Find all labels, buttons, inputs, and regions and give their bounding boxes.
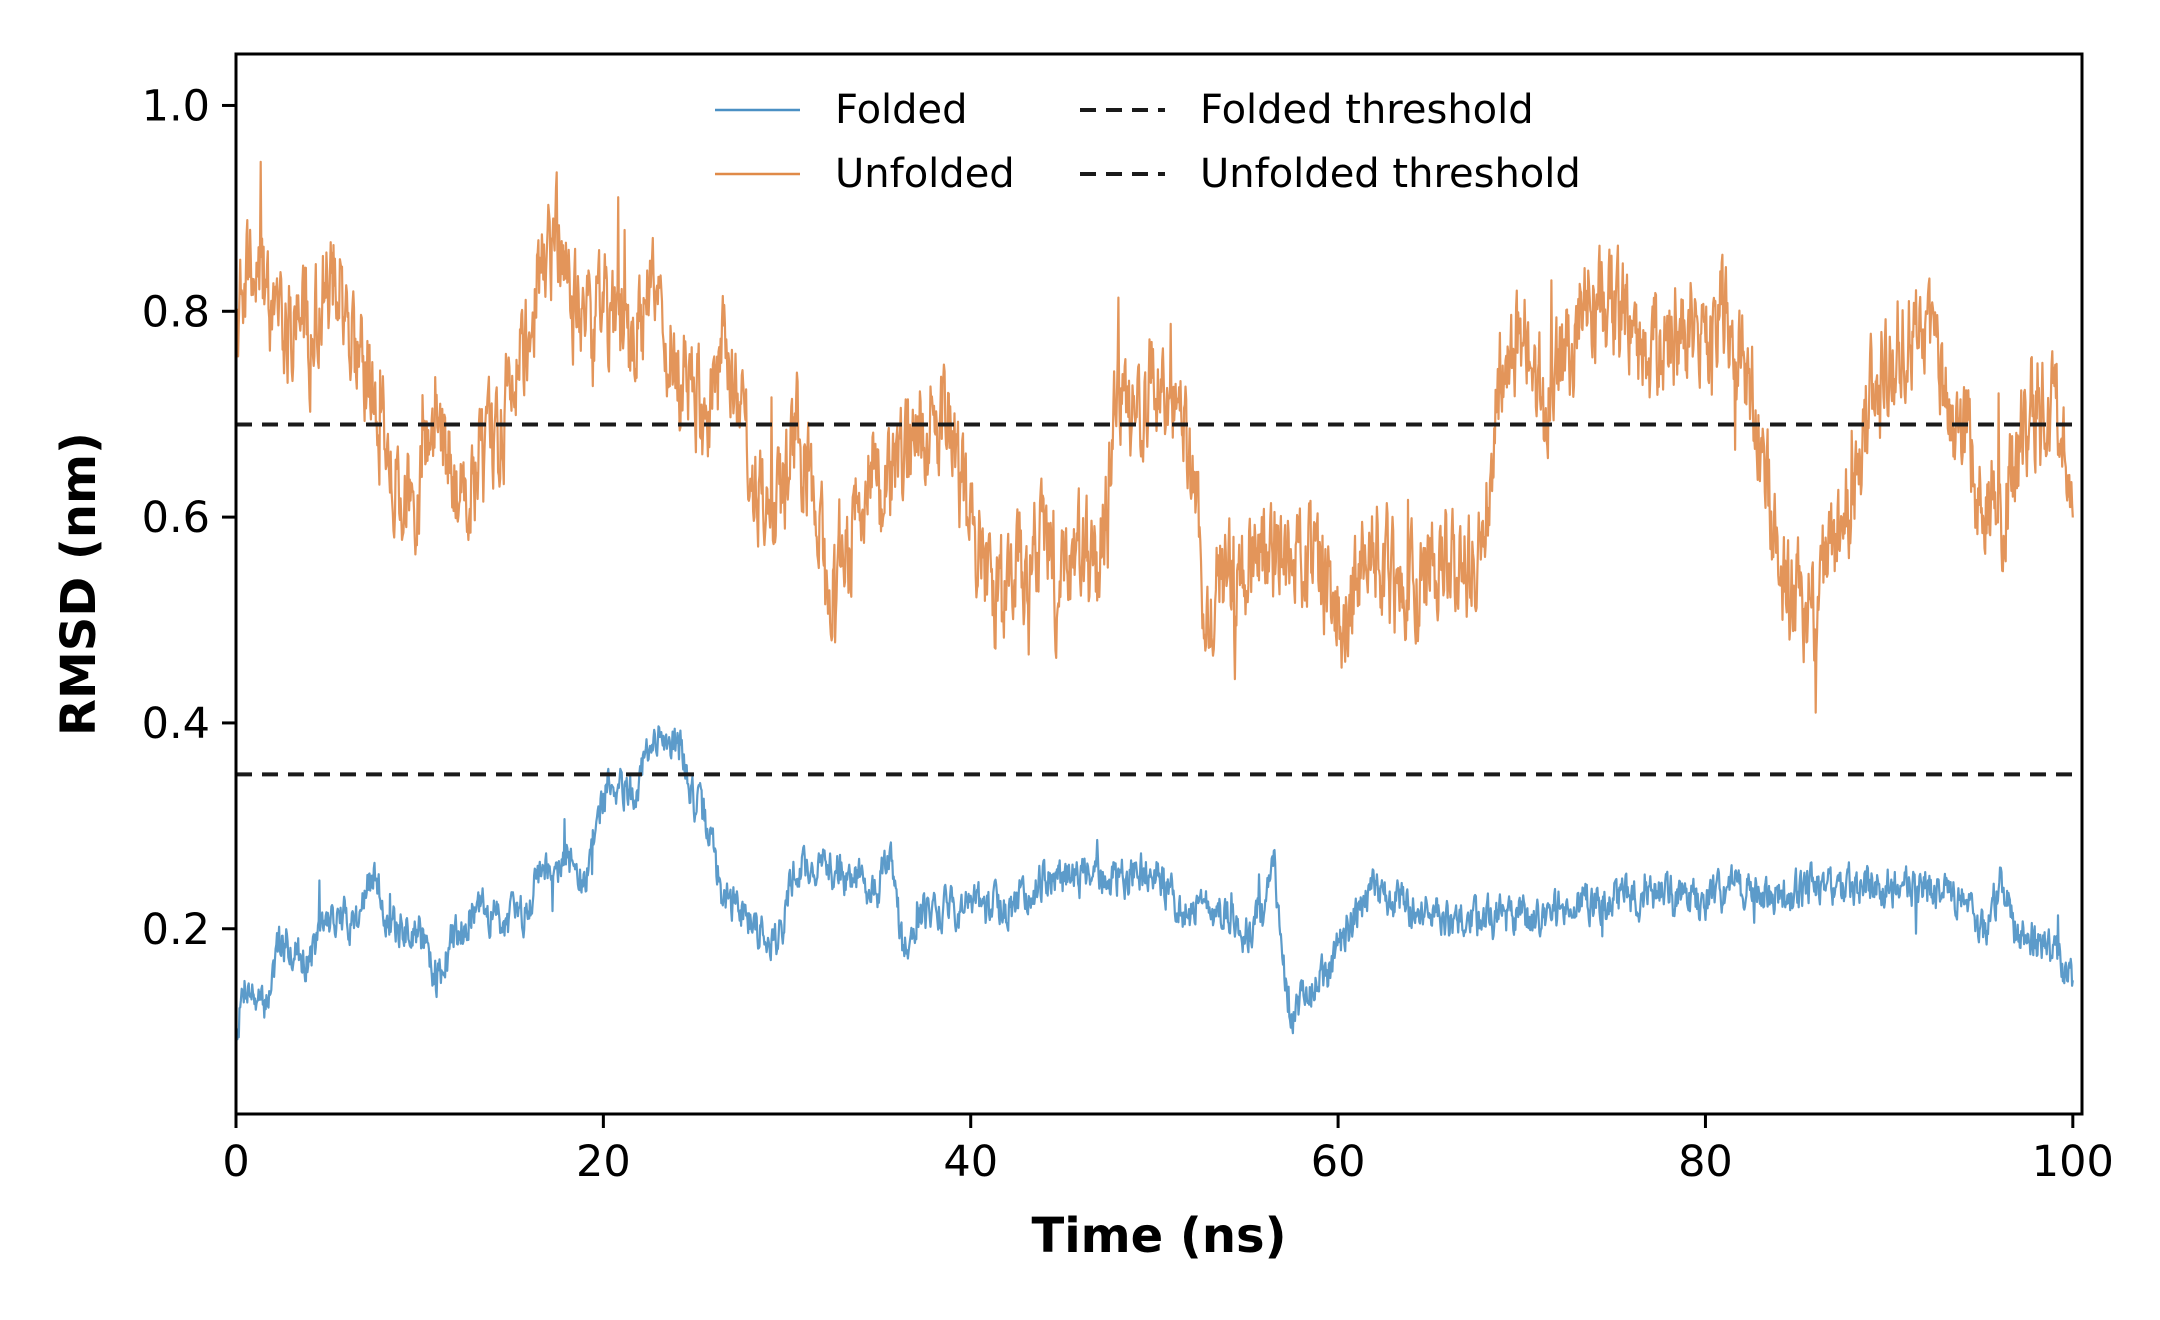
- legend-entry-0: Folded: [715, 87, 968, 133]
- series-layer: [234, 160, 2082, 1041]
- y-axis-title: RMSD (nm): [51, 432, 107, 736]
- x-tick-label: 60: [1311, 1137, 1366, 1187]
- legend-entry-2: Folded threshold: [1080, 87, 1534, 133]
- x-tick-label: 80: [1678, 1137, 1733, 1187]
- legend-label: Folded: [835, 87, 968, 133]
- legend-label: Unfolded: [835, 151, 1015, 197]
- y-tick-label: 0.2: [142, 905, 210, 955]
- y-tick-label: 0.8: [142, 287, 210, 337]
- y-tick-label: 1.0: [142, 81, 210, 131]
- plot-frame: [234, 52, 2084, 1116]
- x-tick-label: 40: [943, 1137, 998, 1187]
- x-tick-label: 20: [576, 1137, 631, 1187]
- legend-label: Folded threshold: [1200, 87, 1534, 133]
- y-tick-label: 0.4: [142, 699, 210, 749]
- y-tick-label: 0.6: [142, 493, 210, 543]
- series-line-unfolded: [234, 160, 2074, 714]
- legend: Folded Unfolded Folded threshold Unfolded t…: [715, 87, 1581, 197]
- series-line-folded: [234, 725, 2074, 1041]
- x-axis: 0 20 40 60 80 100: [222, 1114, 2114, 1187]
- legend-entry-1: Unfolded: [715, 151, 1015, 197]
- legend-label: Unfolded threshold: [1200, 151, 1581, 197]
- legend-entry-3: Unfolded threshold: [1080, 151, 1581, 197]
- y-axis: 0.2 0.4 0.6 0.8 1.0: [142, 81, 236, 955]
- x-tick-label: 0: [222, 1137, 249, 1187]
- x-tick-label: 100: [2032, 1137, 2114, 1187]
- x-axis-title: Time (ns): [1031, 1208, 1286, 1264]
